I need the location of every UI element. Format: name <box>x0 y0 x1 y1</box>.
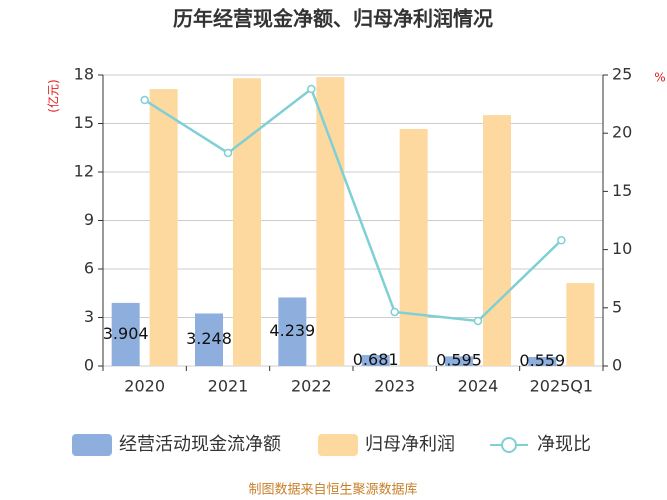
bar <box>566 283 595 366</box>
value-label: 0.681 <box>353 350 399 369</box>
x-tick-label: 2022 <box>291 377 332 396</box>
bar <box>361 354 390 366</box>
x-tick-label: 2023 <box>374 377 415 396</box>
y2-tick-label: 10 <box>612 239 632 258</box>
legend-swatch <box>501 437 517 453</box>
bar <box>316 77 345 366</box>
y-tick-label: 3 <box>84 307 94 326</box>
y-tick-label: 9 <box>84 210 94 229</box>
legend-label: 归母净利润 <box>365 434 455 455</box>
x-tick-label: 2024 <box>458 377 499 396</box>
value-label: 4.239 <box>269 321 315 340</box>
x-tick-label: 2021 <box>208 377 249 396</box>
bar <box>149 89 178 366</box>
y-tick-label: 15 <box>74 113 94 132</box>
chart-title: 历年经营现金净额、归母净利润情况 <box>173 7 493 31</box>
value-label: 3.904 <box>103 324 149 343</box>
x-tick-label: 2025Q1 <box>530 377 594 396</box>
y2-tick-label: 25 <box>612 65 632 84</box>
x-tick-label: 2020 <box>124 377 165 396</box>
bar <box>445 356 473 366</box>
bar <box>278 297 307 366</box>
legend-swatch <box>318 434 358 456</box>
source-note: 制图数据来自恒生聚源数据库 <box>248 482 417 498</box>
y-tick-label: 6 <box>84 259 94 278</box>
legend-label: 经营活动现金流净额 <box>119 434 281 455</box>
legend-label: 净现比 <box>537 434 591 455</box>
bar <box>233 78 261 366</box>
y2-tick-label: 0 <box>612 356 622 375</box>
y-tick-label: 0 <box>84 356 94 375</box>
y-axis-label: (亿元) <box>46 79 61 112</box>
bar <box>195 313 223 366</box>
bar <box>399 128 428 366</box>
line-point <box>307 84 316 94</box>
y-tick-label: 18 <box>74 65 94 84</box>
y2-tick-label: 20 <box>612 123 632 142</box>
bar <box>111 302 140 366</box>
y-tick-label: 12 <box>74 162 94 181</box>
y2-tick-label: 15 <box>612 181 632 200</box>
value-label: 0.559 <box>519 351 565 370</box>
y2-tick-label: 5 <box>612 297 622 316</box>
bar <box>483 115 511 367</box>
value-label: 0.595 <box>436 351 482 370</box>
y2-axis-label: % <box>654 71 665 85</box>
line-point <box>557 236 566 245</box>
line-point <box>223 148 233 158</box>
line-point <box>473 316 483 326</box>
line-point <box>140 95 149 105</box>
line-series <box>143 86 563 323</box>
legend-swatch <box>72 434 112 456</box>
value-label: 3.248 <box>186 329 232 348</box>
line-point <box>390 307 399 317</box>
bar <box>528 356 557 366</box>
